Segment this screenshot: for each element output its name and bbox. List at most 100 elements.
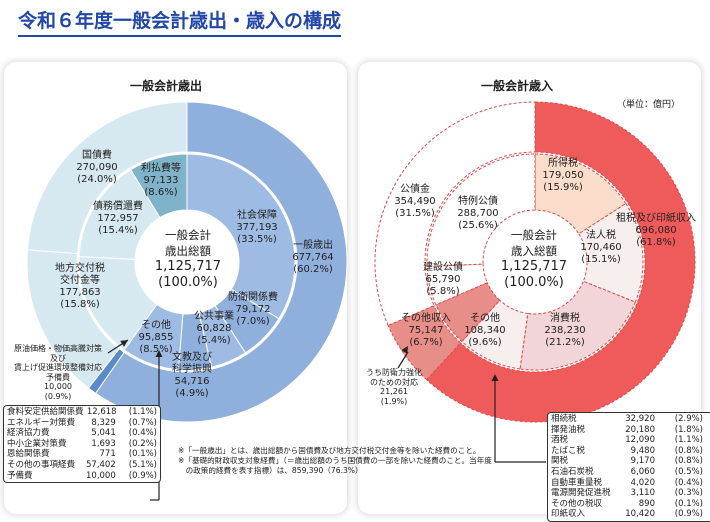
breakdown-value: 12,618 xyxy=(86,407,117,417)
breakdown-name: 相続税 xyxy=(551,414,577,424)
label-tokurei: 特例公債 288,700 (25.6%) xyxy=(457,196,499,231)
breakdown-name: 中小企業対策費 xyxy=(7,438,67,449)
breakdown-value: 890 xyxy=(638,498,655,509)
breakdown-value: 32,920 xyxy=(625,414,655,424)
breakdown-pct: (0.4%) xyxy=(674,477,703,488)
breakdown-row: 経済協力費 5,041 (0.4%) xyxy=(7,428,157,439)
breakdown-row: その他の税収 890 (0.1%) xyxy=(551,499,709,510)
breakdown-arrow-head xyxy=(155,350,163,357)
breakdown-value: 6,060 xyxy=(630,466,655,477)
revenue-inner-slice xyxy=(534,153,627,235)
label-boei: 防衛関係費 79,172 (7.0%) xyxy=(228,292,278,327)
breakdown-name: たばこ税 xyxy=(551,445,586,456)
revenue-inner-slice xyxy=(461,299,529,370)
breakdown-pct: (0.5%) xyxy=(674,466,703,477)
breakdown-value: 20,180 xyxy=(625,424,655,435)
breakdown-table-expenditure: 食料安定供給関係費 12,618 (1.1%) エネルギー対策費 8,329 (0.7%)… xyxy=(3,405,161,484)
center-pct: (100.0%) xyxy=(504,275,564,290)
breakdown-pct: (0.9%) xyxy=(674,509,703,520)
breakdown-row: 揮発油税 20,180 (1.8%) xyxy=(551,425,709,436)
breakdown-name: 酒税 xyxy=(551,435,569,446)
breakdown-pct: (0.9%) xyxy=(128,470,157,481)
label-boei-rev: うち防衛力強化 のための対応 21,261 (1.9%) xyxy=(366,368,422,406)
revenue-inner-slice xyxy=(426,153,536,267)
breakdown-value: 10,000 xyxy=(86,470,116,481)
breakdown-table-revenue: 相続税 32,920 (2.9%) 揮発油税 20,180 (1.8%) 酒税 12,090 (… xyxy=(547,412,710,522)
center-total: 1,125,717 xyxy=(500,259,568,274)
breakdown-value: 1,693 xyxy=(91,438,116,449)
breakdown-value: 3,110 xyxy=(630,488,655,499)
label-kosai: 公債金 354,490 (31.5%) xyxy=(394,184,436,219)
revenue-inner-slice xyxy=(519,280,636,371)
breakdown-pct: (1.8%) xyxy=(674,424,703,435)
footnotes: ※「一般歳出」とは、歳出総額から国債費及び地方交付税交付金等を除いた経費のこと。… xyxy=(178,446,492,475)
breakdown-row: 予備費 10,000 (0.9%) xyxy=(7,471,157,482)
defence-leader-line xyxy=(397,351,409,369)
center-label-expenditure: 一般会計 歳出総額 1,125,717 (100.0%) xyxy=(148,227,228,291)
revenue-inner-slice xyxy=(578,202,644,303)
center-label-revenue: 一般会計 歳入総額 1,125,717 (100.0%) xyxy=(492,227,576,291)
breakdown-value: 4,020 xyxy=(630,477,655,488)
chart-title-expenditure: 一般会計歳出 xyxy=(130,79,203,93)
label-koukyo: 公共事業 60,828 (5.4%) xyxy=(194,311,234,346)
label-hojin: 法人税 170,460 (15.1%) xyxy=(580,230,622,265)
donut-hole xyxy=(484,211,586,313)
reserve-arrow-head xyxy=(120,340,128,347)
breakdown-pct: (2.9%) xyxy=(674,414,703,424)
breakdown-name: 揮発油税 xyxy=(551,424,586,435)
breakdown-name: 食料安定供給関係費 xyxy=(7,407,84,417)
center-total: 1,125,717 xyxy=(154,259,222,274)
revenue-outer-slice xyxy=(374,101,536,327)
breakdown-value: 9,480 xyxy=(630,445,655,456)
revenue-outer-slice xyxy=(387,304,462,381)
label-sonotashu: その他収入 75,147 (6.7%) xyxy=(401,313,451,348)
center-line: 歳入総額 xyxy=(511,244,557,258)
breakdown-value: 57,402 xyxy=(86,459,116,470)
center-line: 一般会計 xyxy=(511,228,557,242)
center-pct: (100.0%) xyxy=(158,275,218,290)
breakdown-name: 予備費 xyxy=(7,470,33,481)
breakdown-value: 9,170 xyxy=(630,456,655,467)
label-shakai: 社会保障 377,193 (33.5%) xyxy=(236,210,278,245)
breakdown-pct: (0.8%) xyxy=(674,445,703,456)
breakdown-value: 8,329 xyxy=(91,417,116,428)
chart-title-revenue: 一般会計歳入 xyxy=(481,79,554,93)
breakdown-name: 電源開発促進税 xyxy=(551,488,611,499)
breakdown-pct: (1.1%) xyxy=(128,407,157,417)
breakdown-value: 12,090 xyxy=(625,435,655,446)
defence-arrow-head xyxy=(401,346,408,354)
breakdown-value: 771 xyxy=(99,449,116,460)
breakdown-name: その他の事項経費 xyxy=(7,459,76,470)
breakdown-row: 中小企業対策費 1,693 (0.2%) xyxy=(7,439,157,450)
breakdown-row: エネルギー対策費 8,329 (0.7%) xyxy=(7,418,157,429)
breakdown-name: エネルギー対策費 xyxy=(7,417,76,428)
expenditure-outer-slice xyxy=(26,101,188,255)
label-shotoku: 所得税 179,050 (15.9%) xyxy=(542,158,584,193)
label-shohi: 消費税 238,230 (21.2%) xyxy=(544,313,586,348)
expenditure-inner-slice xyxy=(130,153,188,219)
breakdown-row: 印紙収入 10,420 (0.9%) xyxy=(551,509,709,520)
breakdown-row: 関税 9,170 (0.8%) xyxy=(551,456,709,467)
label-kokusai: 国債費 270,090 (24.0%) xyxy=(76,150,118,185)
breakdown-value: 5,041 xyxy=(91,428,116,439)
breakdown-value: 10,420 xyxy=(625,509,655,520)
breakdown-row: 電源開発促進税 3,110 (0.3%) xyxy=(551,488,709,499)
breakdown-name: 恩給関係費 xyxy=(7,449,50,460)
breakdown-pct: (0.3%) xyxy=(674,488,703,499)
breakdown-name: 自動車重量税 xyxy=(551,477,603,488)
label-bunkyo: 文教及び 科学振興 54,716 (4.9%) xyxy=(172,352,212,399)
breakdown-name: その他の税収 xyxy=(551,498,603,509)
breakdown-pct: (0.4%) xyxy=(128,428,157,439)
label-ippan: 一般歳出 677,764 (60.2%) xyxy=(292,240,334,275)
breakdown-name: 印紙収入 xyxy=(551,509,586,520)
expenditure-inner-slice xyxy=(186,153,296,320)
label-chiho: 地方交付税 交付金等 177,863 (15.8%) xyxy=(55,263,105,310)
breakdown-pct: (5.1%) xyxy=(128,459,157,470)
breakdown-pct: (1.1%) xyxy=(674,435,703,446)
label-sonota-rev: その他 108,340 (9.6%) xyxy=(464,313,506,348)
breakdown-row: 自動車重量税 4,020 (0.4%) xyxy=(551,478,709,489)
tax-arrow-head xyxy=(491,374,499,381)
breakdown-pct: (0.2%) xyxy=(128,438,157,449)
label-genyu: 原油価格・物価高騰対策 及び 賃上げ促進環境整備対応 予備費 10,000 (0… xyxy=(14,344,102,401)
